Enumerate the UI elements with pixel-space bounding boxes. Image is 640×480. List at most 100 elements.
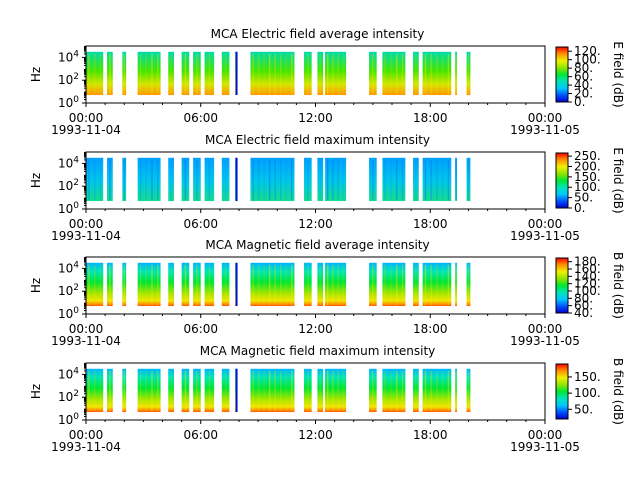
y-tick-label: 104 bbox=[58, 366, 79, 381]
colorbar-tick-label: 100. bbox=[574, 180, 601, 194]
spectrogram-segment bbox=[122, 262, 127, 307]
colorbar-tick-label: 80. bbox=[574, 291, 593, 305]
y-axis-label: Hz bbox=[29, 384, 43, 399]
panel-title: MCA Electric field maximum intensity bbox=[205, 133, 430, 147]
spectrogram-segment bbox=[181, 157, 190, 202]
spectrogram-segment bbox=[221, 51, 230, 96]
spectrogram-segment bbox=[382, 51, 406, 96]
spectrogram-segment bbox=[168, 368, 174, 413]
spectrogram-segment bbox=[422, 51, 452, 96]
spectrogram-segment bbox=[181, 51, 190, 96]
spectrogram-segment bbox=[413, 157, 419, 202]
y-tick-label: 100 bbox=[58, 412, 79, 427]
spectrogram-segment bbox=[382, 368, 406, 413]
x-tick-label: 12:00 bbox=[298, 217, 333, 231]
colorbar-tick-label: 100. bbox=[574, 386, 601, 400]
spectrogram-segment bbox=[221, 368, 230, 413]
colorbar-tick-label: 120. bbox=[574, 277, 601, 291]
colorbar-label: B field (dB) bbox=[611, 252, 625, 319]
spectrogram-segment bbox=[137, 368, 161, 413]
panel-4: MCA Magnetic field maximum intensity 100 1… bbox=[29, 344, 625, 454]
colorbar-frame bbox=[555, 152, 569, 209]
colorbar-tick-label: 120. bbox=[574, 44, 601, 58]
x-tick-label: 12:00 bbox=[298, 322, 333, 336]
spectrogram-segment bbox=[317, 157, 324, 202]
spectrogram-segment bbox=[193, 262, 201, 307]
spectrogram-segment bbox=[455, 368, 458, 413]
panel-title: MCA Electric field average intensity bbox=[211, 27, 425, 41]
x-tick-label: 18:00 bbox=[413, 217, 448, 231]
y-tick-label: 100 bbox=[58, 306, 79, 321]
spectrogram-segment bbox=[317, 262, 324, 307]
spectrogram bbox=[86, 368, 471, 413]
colorbar bbox=[556, 258, 568, 313]
x-tick-label: 06:00 bbox=[183, 217, 218, 231]
x-tick-label: 00:00 bbox=[528, 217, 563, 231]
spectrogram-segment bbox=[204, 51, 215, 96]
spectrogram-segment bbox=[422, 262, 452, 307]
colorbar-tick-label: 60. bbox=[574, 70, 593, 84]
panel-title: MCA Magnetic field average intensity bbox=[205, 238, 429, 252]
colorbar-tick-label: 0. bbox=[574, 95, 585, 109]
x-tick-label: 18:00 bbox=[413, 428, 448, 442]
spectrogram-segment bbox=[466, 51, 471, 96]
spectrogram-segment bbox=[304, 262, 312, 307]
colorbar-tick-label: 100. bbox=[574, 53, 601, 67]
spectrogram-segment bbox=[455, 262, 458, 307]
spectrogram-segment bbox=[466, 157, 471, 202]
spectrogram-segment bbox=[317, 368, 324, 413]
spectrogram-segment bbox=[369, 262, 377, 307]
colorbar-tick-label: 150. bbox=[574, 370, 601, 384]
colorbar-frame bbox=[555, 257, 569, 314]
spectrogram-segment bbox=[107, 262, 113, 307]
spectrogram-segment bbox=[250, 157, 295, 202]
spectrogram-segment bbox=[107, 368, 113, 413]
spectrogram-segment bbox=[193, 157, 201, 202]
x-tick-date: 1993-11-05 bbox=[510, 123, 580, 137]
panel-3: MCA Magnetic field average intensity 100 1… bbox=[29, 238, 625, 348]
spectrogram-segment bbox=[204, 368, 215, 413]
colorbar-tick-label: 250. bbox=[574, 149, 601, 163]
spectrogram-segment bbox=[221, 262, 230, 307]
colorbar-tick-label: 50. bbox=[574, 402, 593, 416]
spectrogram-segment bbox=[86, 157, 104, 202]
spectrogram-segment bbox=[369, 51, 377, 96]
y-axis-label: Hz bbox=[29, 278, 43, 293]
spectrogram-segment bbox=[304, 368, 312, 413]
spectrogram-segment bbox=[369, 368, 377, 413]
spectrogram-segment bbox=[137, 262, 161, 307]
y-tick-label: 102 bbox=[58, 389, 79, 404]
x-tick-label: 12:00 bbox=[298, 428, 333, 442]
colorbar-label: E field (dB) bbox=[611, 41, 625, 107]
spectrogram-segment bbox=[382, 157, 406, 202]
spectrogram-segment bbox=[466, 262, 471, 307]
spectrogram-segment bbox=[137, 157, 161, 202]
y-tick-label: 102 bbox=[58, 72, 79, 87]
spectrogram-segment bbox=[304, 157, 312, 202]
spectrogram-segment bbox=[413, 368, 419, 413]
spectrogram-spike bbox=[235, 157, 238, 202]
spectrogram-segment bbox=[413, 51, 419, 96]
colorbar-tick-label: 40. bbox=[574, 306, 593, 320]
spectrogram-segment bbox=[122, 368, 127, 413]
spectrogram-segment bbox=[107, 157, 113, 202]
x-tick-label: 12:00 bbox=[298, 111, 333, 125]
colorbar-frame bbox=[555, 363, 569, 420]
colorbar-tick-label: 100. bbox=[574, 284, 601, 298]
x-tick-label: 00:00 bbox=[69, 428, 104, 442]
spectrogram-segment bbox=[122, 157, 127, 202]
colorbar-label: E field (dB) bbox=[611, 147, 625, 213]
spectrogram-segment bbox=[325, 51, 347, 96]
spectrogram-segment bbox=[107, 51, 113, 96]
spectrogram-segment bbox=[193, 368, 201, 413]
spectrogram-segment bbox=[168, 262, 174, 307]
colorbar-label: B field (dB) bbox=[611, 358, 625, 425]
spectrogram bbox=[86, 51, 471, 96]
colorbar bbox=[556, 364, 568, 419]
panels-layer: MCA Electric field average intensity 100 1… bbox=[29, 27, 625, 454]
colorbar-tick-label: 50. bbox=[574, 191, 593, 205]
spectrogram-segment bbox=[86, 51, 104, 96]
colorbar-tick-label: 200. bbox=[574, 159, 601, 173]
spectrogram-segment bbox=[455, 51, 458, 96]
